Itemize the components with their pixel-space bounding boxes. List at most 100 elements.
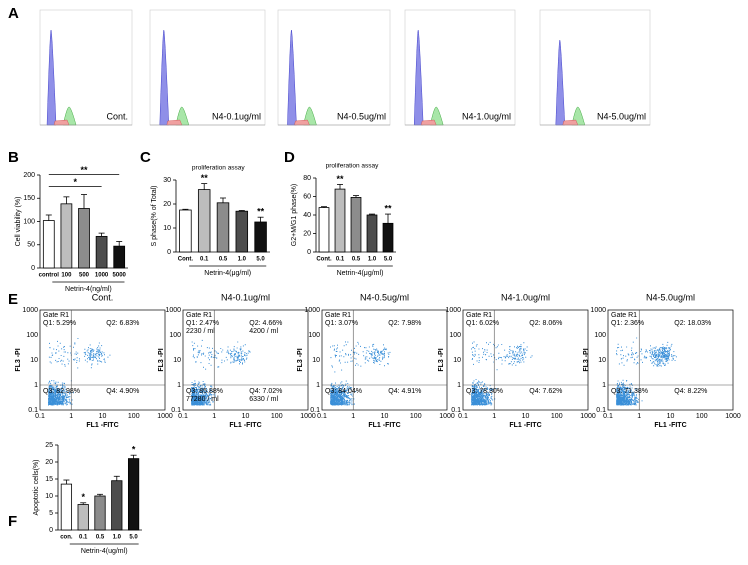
histogram-frame xyxy=(149,9,266,126)
x-axis-label: FL1 -FITC xyxy=(509,422,541,429)
q4-count: 6330 / ml xyxy=(249,396,278,403)
s-phase xyxy=(562,119,579,126)
significance: * xyxy=(81,492,85,502)
s-phase xyxy=(294,119,310,126)
events xyxy=(471,341,533,406)
significance: * xyxy=(132,445,136,455)
x-tick-label: Cont. xyxy=(178,257,194,263)
y-axis-label: Cell viability (%) xyxy=(15,197,22,247)
q1: Q1: 2.36% xyxy=(611,320,644,327)
gate: Gate R1 xyxy=(325,312,351,319)
x-tick-label: 0.1 xyxy=(336,257,345,263)
y-tick-label: 100 xyxy=(169,332,181,339)
gate: Gate R1 xyxy=(466,312,492,319)
x-tick-label: con. xyxy=(60,535,73,541)
y-axis-label: G2+M/G1 phase(%) xyxy=(291,184,298,246)
y-tick-label: 20 xyxy=(303,230,311,237)
x-tick-label: 5.0 xyxy=(129,535,138,541)
s-phase xyxy=(420,119,437,126)
chart-title: proliferation assay xyxy=(192,165,245,172)
bar xyxy=(179,209,192,253)
x-tick-label: 1000 xyxy=(95,273,109,279)
q4: Q4: 4.90% xyxy=(106,388,139,395)
y-axis-label: S phase(% of Total) xyxy=(151,186,158,247)
events xyxy=(616,337,677,406)
x-tick-label: 10 xyxy=(522,413,530,420)
panel-letter: B xyxy=(8,149,19,166)
q2: Q2: 7.98% xyxy=(388,320,421,327)
panel-letter: A xyxy=(8,5,19,22)
y-tick-label: 200 xyxy=(23,172,35,179)
x-tick-label: 0.1 xyxy=(35,413,45,420)
chart-title: proliferation assay xyxy=(326,163,379,170)
y-tick-label: 1000 xyxy=(304,307,320,314)
x-tick-label: 1000 xyxy=(580,413,596,420)
x-tick-label: 0.5 xyxy=(96,535,105,541)
q1: Q1: 5.29% xyxy=(43,320,76,327)
x-tick-label: 100 xyxy=(551,413,563,420)
x-tick-label: 0.1 xyxy=(200,257,209,263)
y-tick-label: 100 xyxy=(26,332,38,339)
bar xyxy=(77,504,89,531)
y-tick-label: 0.1 xyxy=(28,407,38,414)
y-tick-label: 100 xyxy=(23,218,35,225)
y-tick-label: 0 xyxy=(49,527,53,534)
q4: Q4: 8.22% xyxy=(674,388,707,395)
x-axis-label: Netrin-4(μg/ml) xyxy=(204,270,251,277)
x-tick-label: 100 xyxy=(696,413,708,420)
panel-letter: D xyxy=(284,149,295,166)
x-tick-label: 100 xyxy=(61,273,72,279)
x-axis-label: FL1 -FITC xyxy=(86,422,118,429)
x-axis-label: Netrin-4(μg/ml) xyxy=(337,270,384,277)
bar xyxy=(78,208,90,269)
panel-letter: F xyxy=(8,513,17,530)
x-axis-label: FL1 -FITC xyxy=(368,422,400,429)
x-tick-label: 1 xyxy=(492,413,496,420)
panel-letter: E xyxy=(8,291,18,308)
y-axis-label: Apoptotic cells(%) xyxy=(33,459,40,515)
y-tick-label: 10 xyxy=(163,225,171,232)
y-tick-label: 0.1 xyxy=(171,407,181,414)
histogram-frame xyxy=(404,9,516,126)
q2-count: 4200 / ml xyxy=(249,328,278,335)
y-tick-label: 10 xyxy=(173,357,181,364)
significance: ** xyxy=(201,173,209,183)
gate: Gate R1 xyxy=(611,312,637,319)
histogram-label: N4-5.0ug/ml xyxy=(597,111,646,121)
y-tick-label: 0 xyxy=(307,249,311,256)
gate: Gate R1 xyxy=(43,312,69,319)
bar xyxy=(366,214,378,253)
plot-frame xyxy=(182,309,309,411)
q3: Q3: 84.04% xyxy=(325,388,362,395)
x-tick-label: 1000 xyxy=(725,413,741,420)
q4: Q4: 7.02% xyxy=(249,388,282,395)
y-tick-label: 1 xyxy=(177,382,181,389)
y-tick-label: 0.1 xyxy=(596,407,606,414)
q3: Q3: 78.30% xyxy=(466,388,503,395)
x-tick-label: 10 xyxy=(667,413,675,420)
y-tick-label: 100 xyxy=(449,332,461,339)
y-axis-label: FL3 -PI xyxy=(15,348,22,371)
y-tick-label: 1 xyxy=(457,382,461,389)
bar xyxy=(94,495,106,531)
histogram-label: Cont. xyxy=(106,111,128,121)
y-tick-label: 20 xyxy=(45,459,53,466)
histogram-label: N4-0.1ug/ml xyxy=(212,111,261,121)
bar xyxy=(216,202,230,253)
x-tick-label: 0.1 xyxy=(178,413,188,420)
y-tick-label: 80 xyxy=(303,175,311,182)
significance: ** xyxy=(336,174,344,184)
bar xyxy=(127,458,140,531)
x-tick-label: 1 xyxy=(69,413,73,420)
y-tick-label: 30 xyxy=(163,177,171,184)
y-tick-label: 150 xyxy=(23,195,35,202)
y-axis-label: FL3 -PI xyxy=(583,348,590,371)
y-tick-label: 10 xyxy=(30,357,38,364)
y-tick-label: 15 xyxy=(45,476,53,483)
bar xyxy=(382,222,394,253)
x-tick-label: 0.5 xyxy=(352,257,361,263)
y-tick-label: 0 xyxy=(31,265,35,272)
s-phase xyxy=(53,119,70,126)
plot-frame xyxy=(321,309,448,411)
x-tick-label: 100 xyxy=(410,413,422,420)
